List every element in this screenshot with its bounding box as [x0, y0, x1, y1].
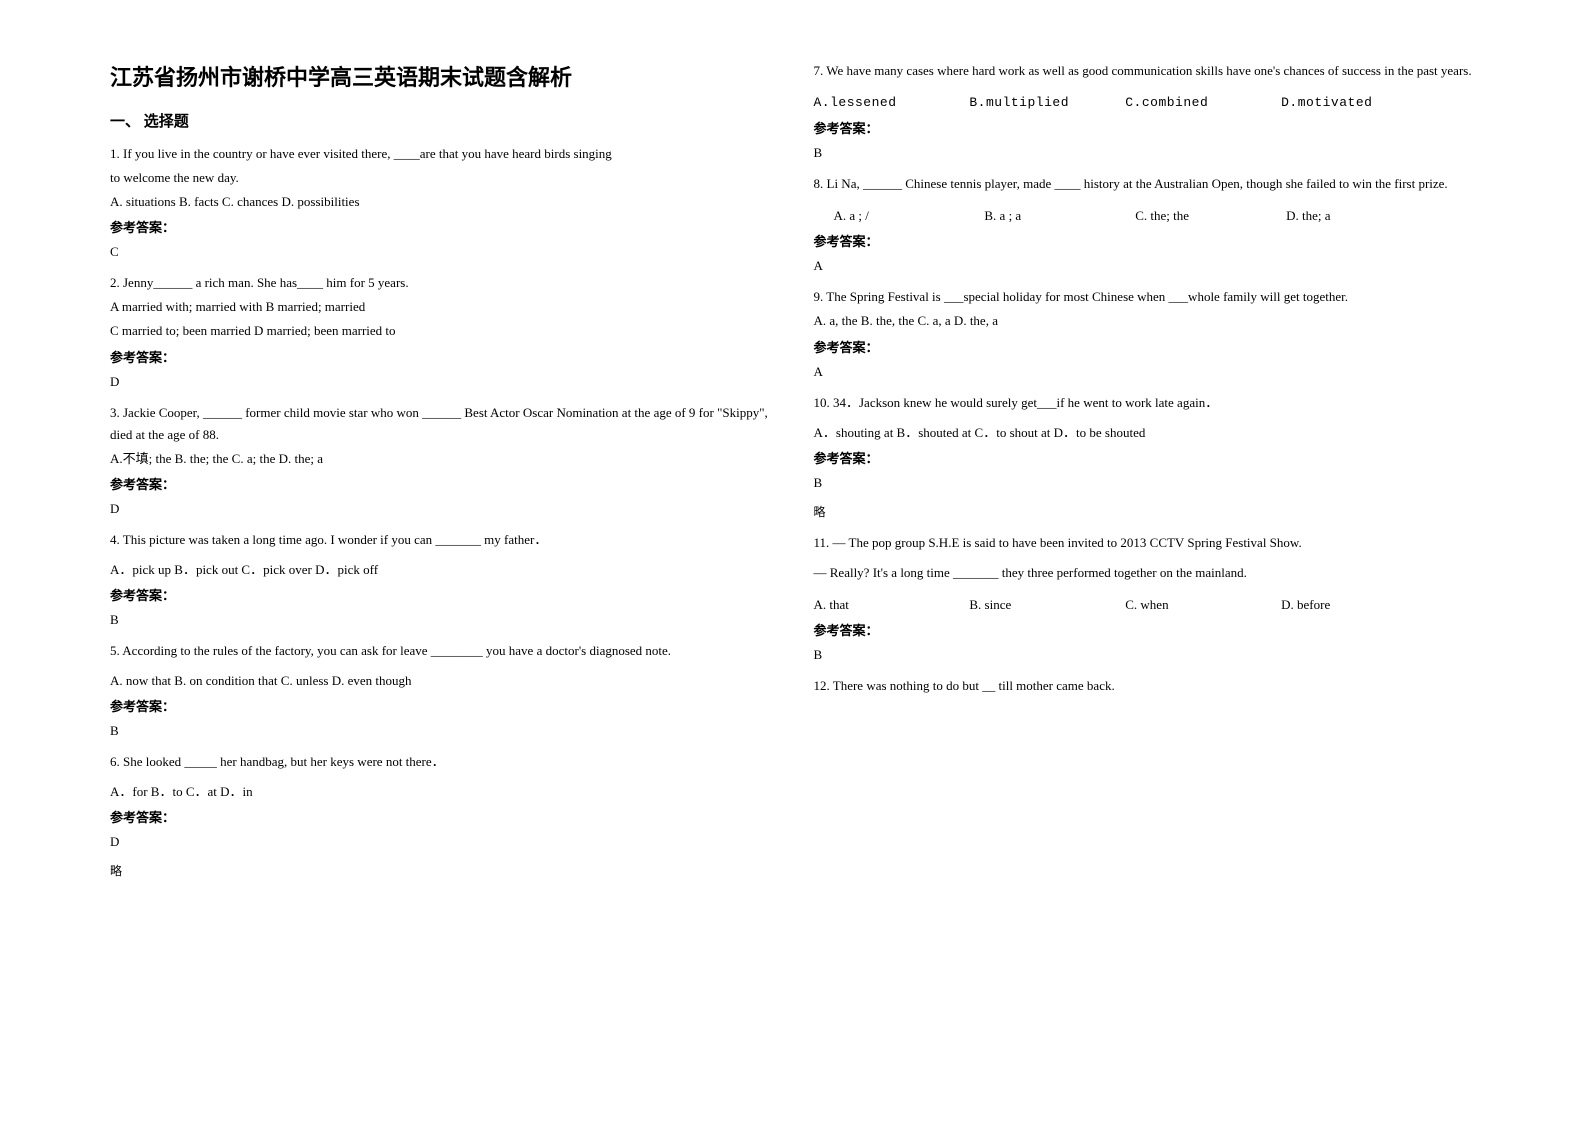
q11-optC: C. when [1125, 594, 1281, 616]
q3-answer: D [110, 501, 774, 517]
question-4: 4. This picture was taken a long time ag… [110, 529, 774, 581]
right-column: 7. We have many cases where hard work as… [794, 60, 1498, 1062]
q2-answer: D [110, 374, 774, 390]
q6-options: A．for B．to C．at D．in [110, 781, 774, 803]
q9-answer: A [814, 364, 1478, 380]
q2-line2: A married with; married with B married; … [110, 296, 774, 318]
question-6: 6. She looked _____ her handbag, but her… [110, 751, 774, 803]
q6-note: 略 [110, 862, 774, 879]
q7-answer-label: 参考答案： [814, 118, 1478, 137]
q4-line1: 4. This picture was taken a long time ag… [110, 529, 774, 551]
q1-line1: 1. If you live in the country or have ev… [110, 143, 774, 165]
q11-answer: B [814, 647, 1478, 663]
q11-optD: D. before [1281, 594, 1437, 616]
section-heading: 一、 选择题 [110, 110, 774, 131]
q1-line2: to welcome the new day. [110, 167, 774, 189]
q5-line1: 5. According to the rules of the factory… [110, 640, 774, 662]
q7-answer: B [814, 145, 1478, 161]
q7-line1: 7. We have many cases where hard work as… [814, 60, 1478, 82]
q2-line3: C married to; been married D married; be… [110, 320, 774, 342]
q8-line1: 8. Li Na, ______ Chinese tennis player, … [814, 173, 1478, 195]
question-8: 8. Li Na, ______ Chinese tennis player, … [814, 173, 1478, 195]
question-9: 9. The Spring Festival is ___special hol… [814, 286, 1478, 332]
q11-optA: A. that [814, 594, 970, 616]
question-5: 5. According to the rules of the factory… [110, 640, 774, 692]
q8-answer-label: 参考答案： [814, 231, 1478, 250]
q11-line2: — Really? It's a long time _______ they … [814, 562, 1478, 584]
question-2: 2. Jenny______ a rich man. She has____ h… [110, 272, 774, 342]
page-title: 江苏省扬州市谢桥中学高三英语期末试题含解析 [110, 60, 774, 92]
q3-line1: 3. Jackie Cooper, ______ former child mo… [110, 402, 774, 446]
q12-line1: 12. There was nothing to do but __ till … [814, 675, 1478, 697]
q7-optA: A.lessened [814, 92, 970, 114]
q10-line1: 10. 34．Jackson knew he would surely get_… [814, 392, 1478, 414]
q8-options: A. a ; / B. a ; a C. the; the D. the; a [814, 205, 1478, 227]
q4-options: A．pick up B．pick out C．pick over D．pick … [110, 559, 774, 581]
q8-optB: B. a ; a [984, 205, 1135, 227]
q5-options: A. now that B. on condition that C. unle… [110, 670, 774, 692]
q11-answer-label: 参考答案： [814, 620, 1478, 639]
q10-note: 略 [814, 503, 1478, 520]
q2-line1: 2. Jenny______ a rich man. She has____ h… [110, 272, 774, 294]
q7-optC: C.combined [1125, 92, 1281, 114]
q9-answer-label: 参考答案： [814, 337, 1478, 356]
q6-answer: D [110, 834, 774, 850]
q7-options: A.lessened B.multiplied C.combined D.mot… [814, 92, 1478, 114]
q7-optB: B.multiplied [969, 92, 1125, 114]
q3-answer-label: 参考答案： [110, 474, 774, 493]
q6-answer-label: 参考答案： [110, 807, 774, 826]
question-10: 10. 34．Jackson knew he would surely get_… [814, 392, 1478, 444]
q11-options: A. that B. since C. when D. before [814, 594, 1478, 616]
q8-optD: D. the; a [1286, 205, 1437, 227]
question-12: 12. There was nothing to do but __ till … [814, 675, 1478, 697]
q8-answer: A [814, 258, 1478, 274]
q7-optD: D.motivated [1281, 92, 1437, 114]
left-column: 江苏省扬州市谢桥中学高三英语期末试题含解析 一、 选择题 1. If you l… [90, 60, 794, 1062]
q4-answer: B [110, 612, 774, 628]
q8-optA: A. a ; / [834, 205, 985, 227]
q5-answer-label: 参考答案： [110, 696, 774, 715]
q3-options: A.不填; the B. the; the C. a; the D. the; … [110, 448, 774, 470]
q11-line1: 11. — The pop group S.H.E is said to hav… [814, 532, 1478, 554]
q10-answer: B [814, 475, 1478, 491]
q1-answer: C [110, 244, 774, 260]
q8-optC: C. the; the [1135, 205, 1286, 227]
q5-answer: B [110, 723, 774, 739]
q10-answer-label: 参考答案： [814, 448, 1478, 467]
question-1: 1. If you live in the country or have ev… [110, 143, 774, 213]
question-11: 11. — The pop group S.H.E is said to hav… [814, 532, 1478, 584]
q9-line1: 9. The Spring Festival is ___special hol… [814, 286, 1478, 308]
q11-optB: B. since [969, 594, 1125, 616]
q4-answer-label: 参考答案： [110, 585, 774, 604]
question-7: 7. We have many cases where hard work as… [814, 60, 1478, 82]
q10-options: A．shouting at B．shouted at C．to shout at… [814, 422, 1478, 444]
q6-line1: 6. She looked _____ her handbag, but her… [110, 751, 774, 773]
q2-answer-label: 参考答案： [110, 347, 774, 366]
q1-answer-label: 参考答案： [110, 217, 774, 236]
q9-options: A. a, the B. the, the C. a, a D. the, a [814, 310, 1478, 332]
q1-options: A. situations B. facts C. chances D. pos… [110, 191, 774, 213]
question-3: 3. Jackie Cooper, ______ former child mo… [110, 402, 774, 470]
